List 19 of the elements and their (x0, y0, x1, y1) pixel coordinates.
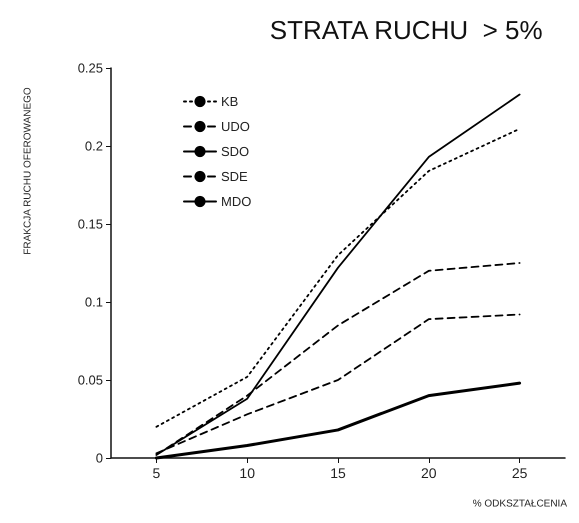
x-tick-label: 5 (152, 465, 160, 481)
legend-label: KB (221, 94, 238, 109)
x-tick-label: 10 (239, 465, 256, 481)
y-tick-label: 0.2 (84, 138, 103, 154)
legend-label: UDO (221, 119, 250, 134)
x-tick-label: 20 (421, 465, 437, 481)
y-tick-label: 0 (96, 450, 103, 466)
x-tick-label: 15 (330, 465, 346, 481)
legend-label: SDE (221, 169, 248, 184)
x-tick-label: 25 (512, 465, 528, 481)
y-axis-title: FRAKCJA RUCHU OFEROWANEGO (22, 87, 34, 255)
chart-title: STRATA RUCHU > 5% (270, 15, 543, 45)
legend-label: MDO (221, 194, 252, 209)
y-tick-label: 0.05 (78, 372, 103, 388)
y-tick-label: 0.25 (78, 60, 103, 76)
y-tick-label: 0.15 (78, 216, 103, 232)
x-axis-title: % ODKSZTAŁCENIA (472, 498, 568, 510)
legend-label: SDO (221, 144, 250, 159)
y-tick-label: 0.1 (84, 294, 103, 310)
